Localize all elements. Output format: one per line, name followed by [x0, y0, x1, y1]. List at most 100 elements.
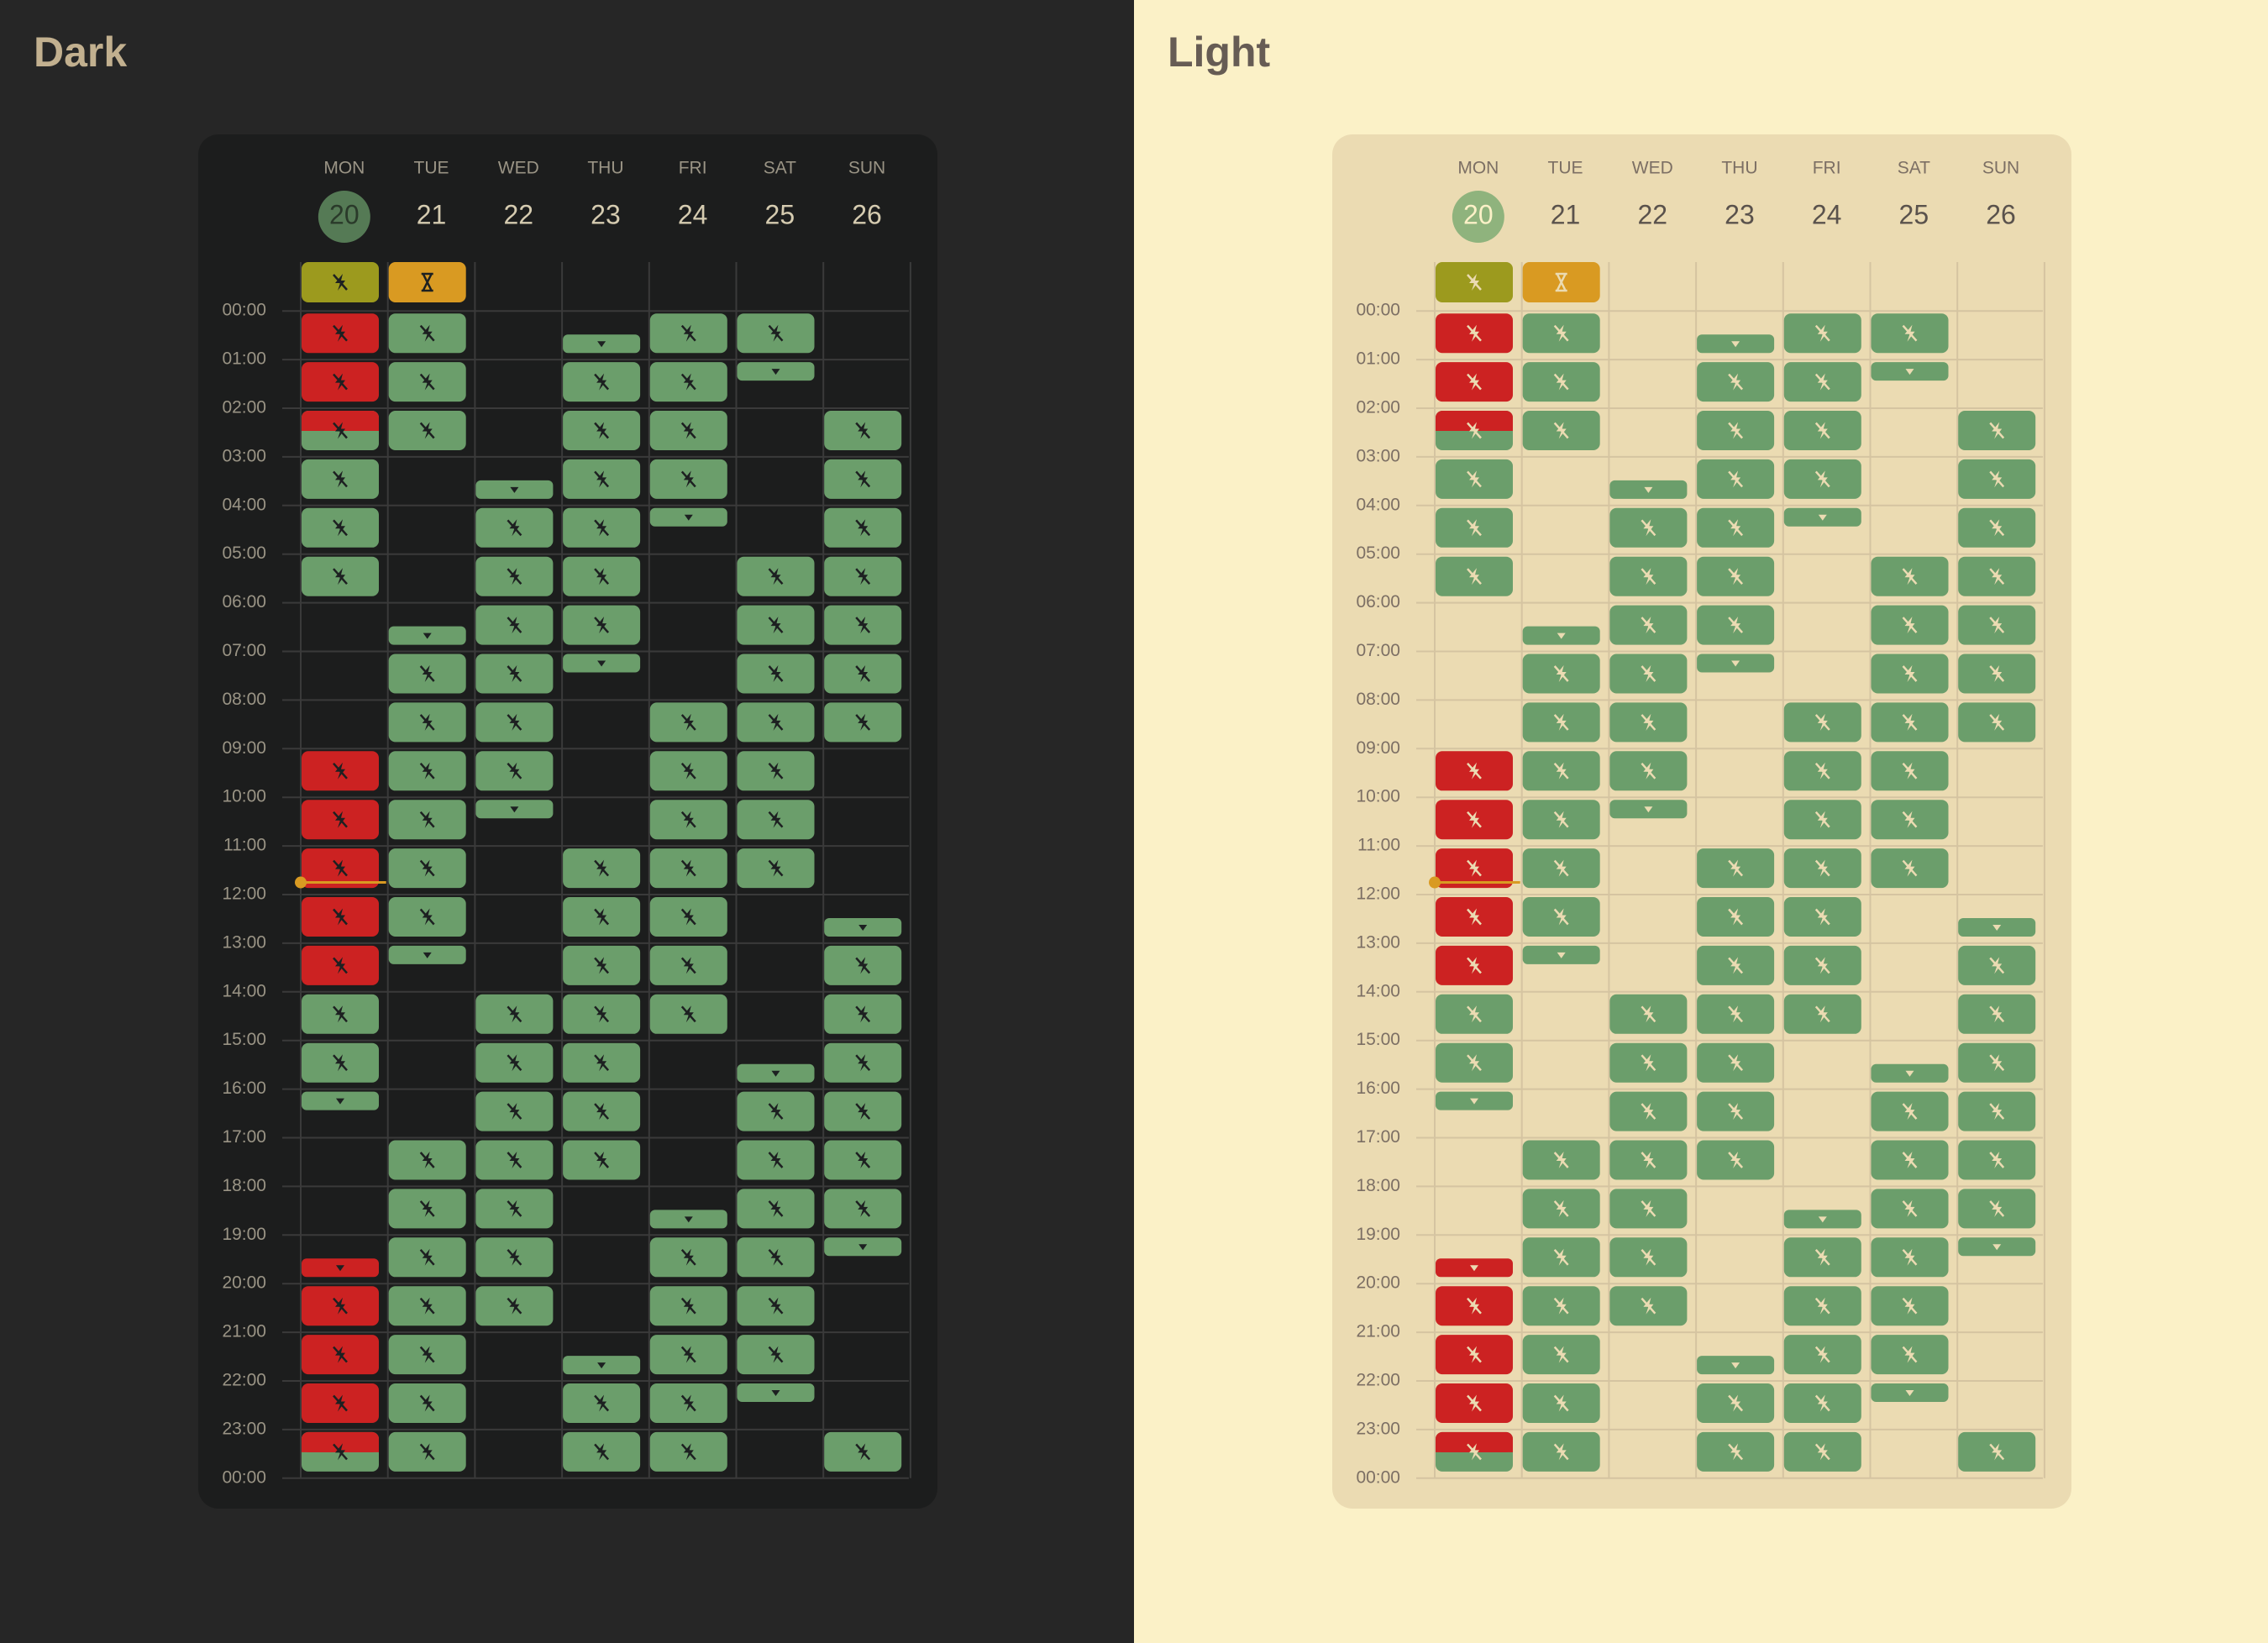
- hour-label: 00:00: [1356, 1467, 1400, 1487]
- icon: [1467, 908, 1482, 926]
- icon: [1814, 1394, 1830, 1412]
- icon: [1731, 660, 1740, 667]
- icon: [1641, 1103, 1656, 1120]
- icon: [768, 1103, 784, 1120]
- icon: [419, 665, 435, 682]
- icon: [1728, 859, 1744, 877]
- icon: [1553, 1346, 1569, 1363]
- icon: [1989, 422, 2005, 439]
- icon: [597, 1362, 606, 1369]
- hour-label: 06:00: [222, 592, 266, 612]
- icon: [768, 714, 784, 731]
- icon: [1644, 486, 1653, 493]
- hour-label: 01:00: [1356, 349, 1400, 369]
- icon: [1818, 1216, 1827, 1223]
- icon: [594, 1005, 610, 1023]
- light-panel: Light 00:00 01:00 02:00 03:00 04:00 05:00 06:0…: [1134, 0, 2268, 1643]
- icon: [1989, 519, 2005, 537]
- icon: [1641, 617, 1656, 633]
- icon: [1553, 714, 1569, 731]
- icon: [1814, 324, 1830, 342]
- icon: [768, 324, 784, 342]
- hour-label: 04:00: [222, 495, 266, 514]
- icon: [594, 373, 610, 391]
- icon: [855, 1152, 871, 1168]
- icon: [680, 859, 696, 877]
- icon: [333, 1394, 348, 1412]
- icon: [1814, 957, 1830, 974]
- icon: [1553, 373, 1569, 391]
- icon: [1467, 957, 1482, 974]
- hour-label: 10:00: [1356, 787, 1400, 806]
- day-name: TUE: [414, 159, 449, 178]
- icon: [594, 1443, 610, 1461]
- icon: [1553, 859, 1569, 877]
- icon: [1557, 952, 1566, 958]
- icon: [419, 1200, 435, 1217]
- icon: [1989, 617, 2005, 633]
- icon: [855, 1200, 871, 1217]
- icon: [333, 519, 348, 537]
- icon: [1902, 1152, 1918, 1168]
- icon: [1467, 762, 1482, 780]
- icon: [768, 568, 784, 585]
- icon: [510, 806, 519, 813]
- icon: [768, 1200, 784, 1217]
- icon: [855, 422, 871, 439]
- hour-label: 22:00: [222, 1371, 266, 1390]
- icon: [1814, 859, 1830, 877]
- hour-label: 08:00: [222, 690, 266, 709]
- icon: [594, 859, 610, 877]
- icon: [1641, 762, 1656, 780]
- icon: [333, 1054, 348, 1072]
- icon: [855, 519, 871, 537]
- hour-label: 06:00: [1356, 592, 1400, 612]
- day-name: TUE: [1548, 159, 1583, 178]
- hour-label: 13:00: [222, 932, 266, 952]
- icon: [419, 1152, 435, 1168]
- icon: [333, 811, 348, 828]
- hour-label: 23:00: [222, 1419, 266, 1438]
- icon: [336, 1265, 344, 1272]
- icon: [597, 341, 606, 348]
- icon: [1905, 1070, 1914, 1077]
- day-name: MON: [1457, 159, 1499, 178]
- icon: [1557, 633, 1566, 639]
- hour-label: 10:00: [222, 787, 266, 806]
- day-name: SAT: [764, 159, 796, 178]
- day-name: FRI: [1813, 159, 1841, 178]
- icon: [507, 1152, 522, 1168]
- icon: [855, 568, 871, 585]
- icon: [1728, 1103, 1744, 1120]
- icon: [1989, 957, 2005, 974]
- icon: [855, 957, 871, 974]
- icon: [1992, 1244, 2002, 1251]
- day-name: WED: [1632, 159, 1673, 178]
- hour-label: 22:00: [1356, 1371, 1400, 1390]
- icon: [594, 1054, 610, 1072]
- icon: [594, 1394, 610, 1412]
- day-date: 22: [1637, 199, 1667, 229]
- hour-label: 00:00: [222, 301, 266, 320]
- icon: [507, 617, 522, 633]
- icon: [1467, 1005, 1482, 1023]
- hour-label: 12:00: [1356, 884, 1400, 904]
- icon: [1728, 519, 1744, 537]
- hour-label: 00:00: [1356, 301, 1400, 320]
- icon: [1989, 1200, 2005, 1217]
- icon: [507, 714, 522, 731]
- icon: [333, 568, 348, 585]
- icon: [858, 925, 868, 931]
- day-name: FRI: [679, 159, 707, 178]
- day-date: 20: [329, 199, 360, 229]
- icon: [1902, 617, 1918, 633]
- icon: [1553, 1248, 1569, 1266]
- icon: [1905, 1390, 1914, 1396]
- icon: [684, 514, 693, 521]
- icon: [333, 373, 348, 391]
- icon: [1467, 470, 1482, 488]
- icon: [1814, 908, 1830, 926]
- icon: [1902, 1297, 1918, 1315]
- icon: [1814, 811, 1830, 828]
